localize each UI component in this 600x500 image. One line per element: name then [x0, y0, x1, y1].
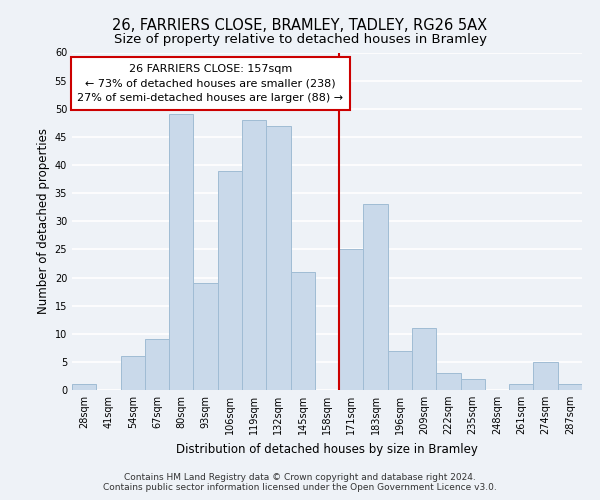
- Text: 26, FARRIERS CLOSE, BRAMLEY, TADLEY, RG26 5AX: 26, FARRIERS CLOSE, BRAMLEY, TADLEY, RG2…: [112, 18, 488, 32]
- X-axis label: Distribution of detached houses by size in Bramley: Distribution of detached houses by size …: [176, 442, 478, 456]
- Text: Contains HM Land Registry data © Crown copyright and database right 2024.
Contai: Contains HM Land Registry data © Crown c…: [103, 473, 497, 492]
- Bar: [242, 120, 266, 390]
- Bar: [461, 379, 485, 390]
- Text: 26 FARRIERS CLOSE: 157sqm
← 73% of detached houses are smaller (238)
27% of semi: 26 FARRIERS CLOSE: 157sqm ← 73% of detac…: [77, 64, 343, 103]
- Bar: [339, 250, 364, 390]
- Bar: [72, 384, 96, 390]
- Text: Size of property relative to detached houses in Bramley: Size of property relative to detached ho…: [113, 32, 487, 46]
- Bar: [145, 340, 169, 390]
- Bar: [533, 362, 558, 390]
- Bar: [218, 170, 242, 390]
- Bar: [412, 328, 436, 390]
- Bar: [290, 272, 315, 390]
- Bar: [364, 204, 388, 390]
- Bar: [509, 384, 533, 390]
- Bar: [388, 350, 412, 390]
- Bar: [266, 126, 290, 390]
- Bar: [436, 373, 461, 390]
- Y-axis label: Number of detached properties: Number of detached properties: [37, 128, 50, 314]
- Bar: [558, 384, 582, 390]
- Bar: [121, 356, 145, 390]
- Bar: [193, 283, 218, 390]
- Bar: [169, 114, 193, 390]
